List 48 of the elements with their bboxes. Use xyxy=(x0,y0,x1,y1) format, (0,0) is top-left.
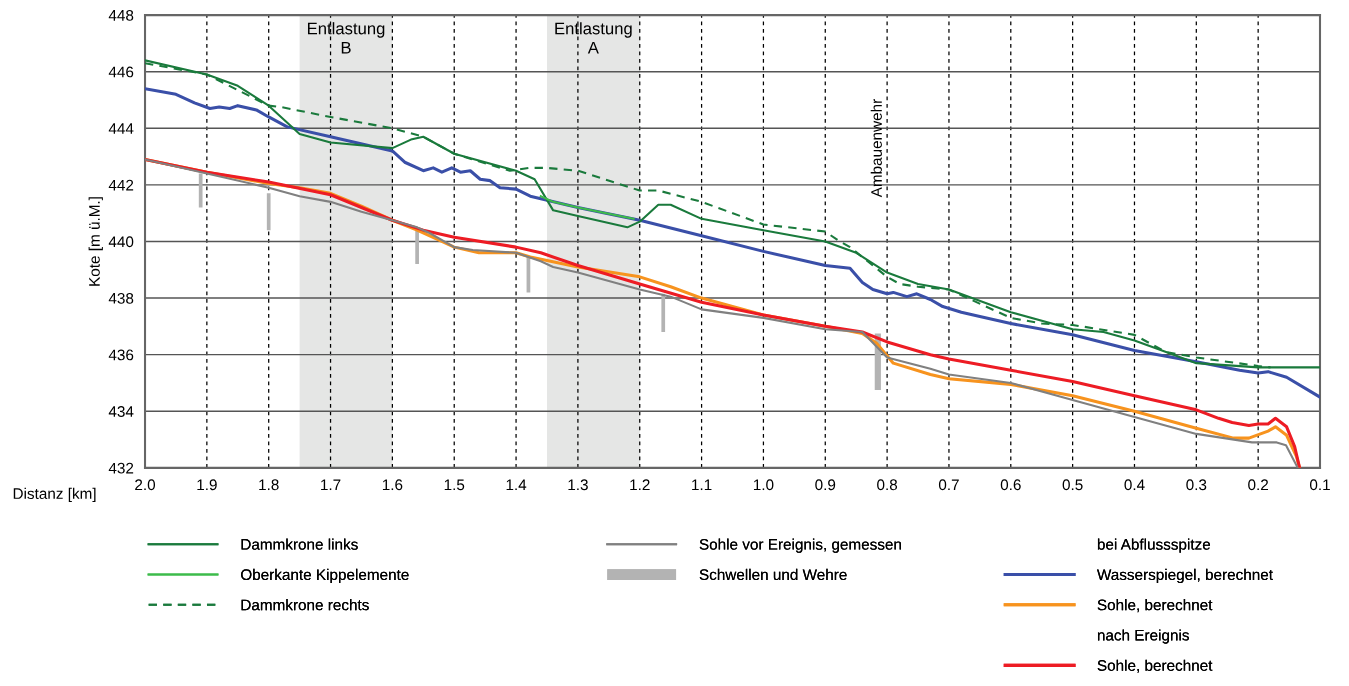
x-tick-label: 1.6 xyxy=(382,479,403,491)
x-tick-label: 0.4 xyxy=(1124,479,1145,491)
x-tick-label: 1.2 xyxy=(630,479,650,491)
legend-label: Dammkrone links xyxy=(241,538,358,550)
band-label: Entlastung A xyxy=(555,22,632,54)
band-label: Entlastung B xyxy=(307,22,385,54)
y-tick-label: 440 xyxy=(108,236,134,248)
y-tick-label: 446 xyxy=(108,66,134,78)
y-tick-label: 438 xyxy=(108,292,134,304)
x-tick-label: 0.2 xyxy=(1248,479,1269,491)
x-tick-label: 0.6 xyxy=(1000,479,1021,491)
legend-label: Sohle vor Ereignis, gemessen xyxy=(699,538,901,553)
line-series xyxy=(539,195,635,220)
x-tick-label: 1.5 xyxy=(444,479,465,491)
x-tick-label: 1.1 xyxy=(692,479,712,491)
y-tick-label: 434 xyxy=(108,406,134,417)
y-tick-label: 448 xyxy=(108,9,134,21)
x-tick-label: 2.0 xyxy=(135,479,156,491)
bar xyxy=(415,228,419,265)
legend-label: Sohle, berechnet xyxy=(1097,599,1213,613)
x-tick-label: 1.3 xyxy=(568,479,588,491)
legend-label: Sohle, berechnet xyxy=(1097,659,1213,673)
bar xyxy=(198,173,203,208)
x-tick-label: 1.0 xyxy=(753,479,774,491)
text: bei Abflussspitze xyxy=(1097,538,1211,553)
y-axis-title: Kote [m ü.M.] xyxy=(88,197,103,286)
x-tick-label: 0.3 xyxy=(1186,479,1207,491)
x-tick-label: 0.8 xyxy=(877,479,898,491)
annotation: Ambauenwehr xyxy=(870,99,882,198)
y-tick-label: 432 xyxy=(108,462,134,474)
x-tick-label: 0.9 xyxy=(815,479,836,491)
x-axis-title: Distanz [km] xyxy=(13,487,96,503)
y-tick-label: 444 xyxy=(108,123,134,134)
legend-label: Oberkante Kippelemente xyxy=(241,568,409,584)
legend-label: Dammkrone rechts xyxy=(241,599,369,611)
text: nach Ereignis xyxy=(1097,629,1189,644)
legend-label: Schwellen und Wehre xyxy=(699,568,847,581)
x-tick-label: 0.5 xyxy=(1062,479,1083,491)
x-tick-label: 1.8 xyxy=(259,479,279,491)
y-tick-label: 436 xyxy=(108,349,134,361)
y-tick-label: 442 xyxy=(108,179,134,191)
x-tick-label: 1.7 xyxy=(321,479,341,491)
x-tick-label: 1.4 xyxy=(506,479,527,491)
bar xyxy=(661,293,666,333)
x-tick-label: 0.1 xyxy=(1309,479,1330,491)
x-tick-label: 1.9 xyxy=(197,479,217,491)
x-tick-label: 0.7 xyxy=(938,479,959,491)
legend-label: Wasserspiegel, berechnet xyxy=(1097,568,1273,584)
